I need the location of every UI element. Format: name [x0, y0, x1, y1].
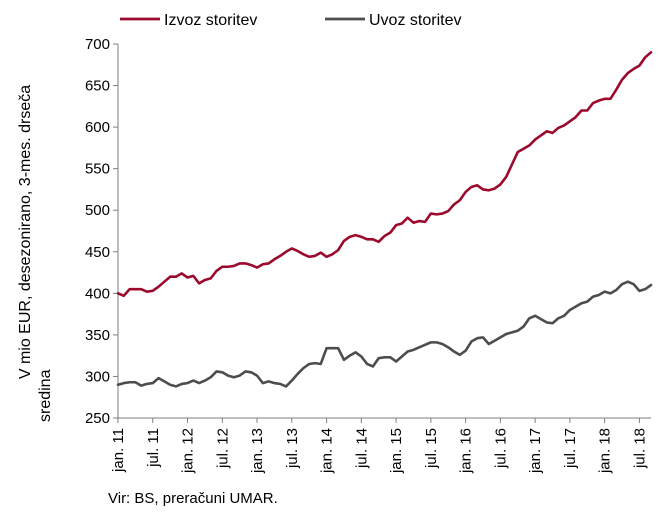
series-line-uvoz: [116, 280, 653, 388]
x-tick-label: jul. 13: [284, 428, 301, 469]
y-tick-label: 450: [85, 244, 110, 261]
series-group: [116, 51, 653, 388]
y-tick-label: 350: [85, 327, 110, 344]
legend-label: Izvoz storitev: [164, 12, 257, 29]
x-tick-label: jan. 17: [527, 428, 544, 474]
y-tick-label: 250: [85, 410, 110, 427]
y-axis-label-line-1: V mio EUR, desezonirano, 3-mes. drseča: [17, 85, 34, 379]
y-axis: 250 300 350 400 450 500 550 600 650 700: [85, 36, 119, 427]
x-tick-label: jul. 12: [214, 428, 231, 469]
source-note: Vir: BS, preračuni UMAR.: [108, 490, 278, 507]
x-tick-label: jan. 13: [249, 428, 266, 474]
x-axis: jan. 11 jul. 11 jan. 12 jul. 12 jan. 13 jul. …: [110, 417, 651, 474]
legend: Izvoz storitev Uvoz storitev: [120, 12, 461, 29]
x-tick-label: jul. 15: [423, 428, 440, 469]
x-tick-label: jan. 14: [319, 428, 336, 474]
x-tick-label: jul. 17: [562, 428, 579, 469]
y-axis-label-line-2: sredina: [37, 369, 54, 422]
series-line-izvoz: [116, 51, 653, 298]
x-tick-label: jul. 14: [353, 428, 370, 469]
legend-label: Uvoz storitev: [369, 12, 461, 29]
x-tick-label: jan. 12: [180, 428, 197, 474]
x-tick-label: jan. 18: [597, 428, 614, 474]
x-tick-label: jul. 18: [631, 428, 648, 469]
y-tick-label: 650: [85, 78, 110, 95]
y-tick-label: 700: [85, 36, 110, 53]
y-tick-label: 600: [85, 119, 110, 136]
y-tick-label: 300: [85, 368, 110, 385]
y-tick-label: 550: [85, 161, 110, 178]
x-tick-label: jan. 16: [458, 428, 475, 474]
x-tick-label: jul. 11: [145, 428, 162, 468]
x-tick-label: jan. 11: [110, 428, 127, 473]
x-tick-label: jul. 16: [492, 428, 509, 469]
y-tick-label: 500: [85, 202, 110, 219]
y-axis-label: V mio EUR, desezonirano, 3-mes. drseča s…: [17, 85, 54, 422]
x-tick-label: jan. 15: [388, 428, 405, 474]
y-tick-label: 400: [85, 285, 110, 302]
